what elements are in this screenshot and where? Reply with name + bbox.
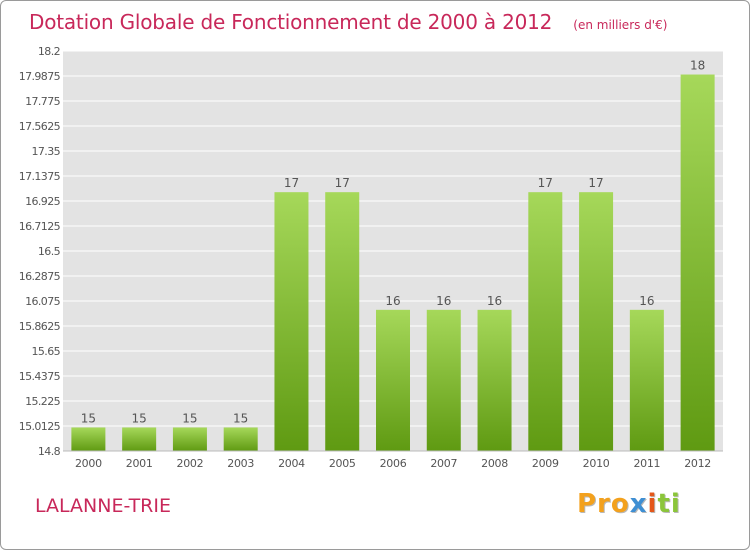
y-tick-label: 15.225: [25, 395, 60, 408]
bar-2000: [71, 427, 106, 451]
data-label: 15: [182, 411, 197, 425]
commune-name: LALANNE-TRIE: [35, 495, 171, 517]
x-tick-label: 2005: [329, 457, 356, 470]
y-tick-label: 17.35: [32, 145, 61, 158]
data-label: 15: [132, 411, 147, 425]
data-label: 17: [588, 176, 603, 190]
y-tick-label: 17.1375: [19, 170, 61, 183]
bar-2012: [680, 74, 715, 451]
bar-2001: [122, 427, 157, 451]
x-tick-label: 2004: [278, 457, 305, 470]
data-label: 16: [639, 294, 654, 308]
y-tick-label: 14.8: [38, 445, 61, 458]
data-label: 17: [335, 176, 350, 190]
bar-2010: [579, 192, 614, 452]
bar-2005: [325, 192, 360, 452]
data-label: 15: [81, 411, 96, 425]
y-tick-label: 15.8625: [19, 320, 61, 333]
bar-2011: [629, 309, 664, 451]
x-tick-label: 2012: [684, 457, 711, 470]
y-tick-label: 16.5: [38, 245, 61, 258]
x-tick-label: 2006: [380, 457, 407, 470]
bar-2004: [274, 192, 309, 452]
chart-title-text: Dotation Globale de Fonctionnement de 20…: [29, 10, 553, 34]
x-tick-label: 2001: [126, 457, 153, 470]
data-label: 16: [436, 294, 451, 308]
data-label: 16: [487, 294, 502, 308]
y-tick-label: 16.925: [25, 195, 60, 208]
x-tick-label: 2011: [633, 457, 660, 470]
x-tick-label: 2008: [481, 457, 508, 470]
y-tick-label: 16.2875: [19, 270, 61, 283]
logo-part-1: Pro: [577, 489, 630, 519]
y-tick-label: 16.075: [25, 295, 60, 308]
data-label: 18: [690, 59, 705, 73]
x-tick-label: 2002: [177, 457, 204, 470]
y-tick-label: 17.9875: [19, 70, 61, 83]
bar-2009: [528, 192, 563, 452]
proxiti-logo[interactable]: Proxiti: [577, 489, 681, 519]
y-tick-label: 17.5625: [19, 120, 61, 133]
y-tick-label: 16.7125: [19, 220, 61, 233]
bar-2008: [477, 309, 512, 451]
y-tick-label: 17.775: [25, 95, 60, 108]
logo-part-4: ti: [657, 489, 681, 519]
y-tick-label: 18.2: [38, 45, 60, 58]
chart-title: Dotation Globale de Fonctionnement de 20…: [29, 10, 667, 34]
y-tick-label: 15.65: [32, 345, 61, 358]
chart-unit-note: (en milliers d'€): [573, 18, 668, 32]
data-label: 17: [538, 176, 553, 190]
bar-2002: [172, 427, 207, 451]
logo-part-3: i: [647, 489, 658, 519]
x-tick-label: 2007: [430, 457, 457, 470]
x-tick-label: 2010: [583, 457, 610, 470]
logo-part-2: x: [629, 489, 648, 519]
data-label: 17: [284, 176, 299, 190]
x-tick-label: 2003: [227, 457, 254, 470]
y-tick-label: 15.4375: [19, 370, 61, 383]
bar-2007: [426, 309, 461, 451]
bar-2006: [376, 309, 410, 451]
x-tick-label: 2000: [75, 457, 102, 470]
y-tick-label: 15.0125: [19, 420, 61, 433]
data-label: 16: [385, 294, 400, 308]
bar-2003: [223, 427, 258, 451]
x-tick-label: 2009: [532, 457, 559, 470]
data-label: 15: [233, 411, 248, 425]
